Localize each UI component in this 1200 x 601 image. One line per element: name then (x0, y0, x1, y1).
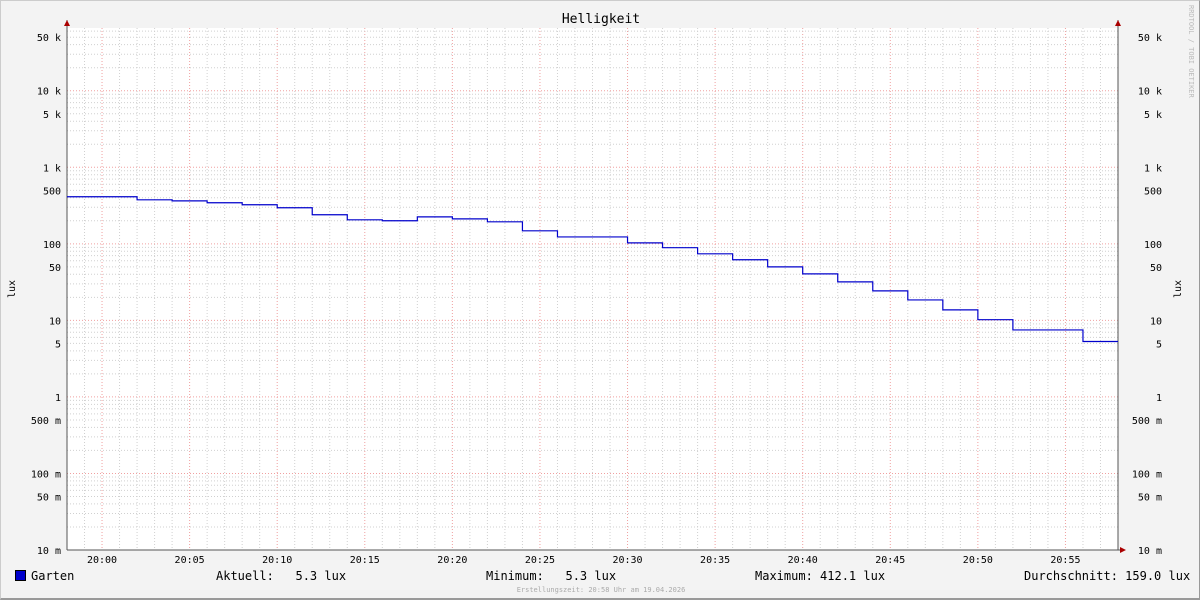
y-tick-label-left: 10 m (37, 546, 61, 557)
y-tick-label-left: 500 (43, 186, 61, 197)
legend-current: Aktuell: 5.3 lux (216, 569, 347, 583)
legend-series-name: Garten (31, 569, 75, 583)
x-tick-label: 20:05 (175, 555, 205, 566)
y-tick-label-left: 5 k (43, 110, 61, 121)
y-tick-label-left: 50 (49, 263, 61, 274)
x-tick-label: 20:10 (262, 555, 292, 566)
series-swatch (15, 570, 26, 581)
y-tick-label-right: 10 (1150, 316, 1162, 327)
footer-timestamp: Erstellungszeit: 20:58 Uhr am 19.04.2026 (516, 586, 686, 594)
x-tick-label: 20:35 (700, 555, 730, 566)
legend-minimum: Minimum: 5.3 lux (486, 569, 617, 583)
y-tick-label-right: 500 m (1132, 416, 1162, 427)
y-tick-label-left: 100 m (31, 469, 61, 480)
y-tick-label-left: 1 (55, 393, 61, 404)
y-tick-label-right: 100 m (1132, 469, 1162, 480)
y-tick-label-left: 10 k (37, 87, 61, 98)
y-tick-label-right: 5 k (1144, 110, 1162, 121)
chart-title: Helligkeit (561, 12, 641, 27)
y-tick-label-left: 50 k (37, 33, 61, 44)
x-tick-label: 20:55 (1050, 555, 1080, 566)
y-tick-label-right: 50 m (1138, 492, 1162, 503)
x-tick-label: 20:30 (612, 555, 642, 566)
y-tick-label-right: 10 m (1138, 546, 1162, 557)
x-tick-label: 20:40 (788, 555, 818, 566)
x-axis-arrow-icon (1120, 547, 1126, 553)
legend-average: Durchschnitt: 159.0 lux (1024, 569, 1191, 583)
y-tick-label-left: 100 (43, 240, 61, 251)
series-line-garten (67, 196, 1118, 343)
y-tick-label-right: 50 k (1138, 33, 1162, 44)
y-tick-label-left: 5 (55, 339, 61, 350)
y-tick-label-right: 1 (1156, 393, 1162, 404)
y-axis-label-left: lux (7, 280, 18, 298)
y-tick-label-right: 5 (1156, 339, 1162, 350)
legend-maximum: Maximum: 412.1 lux (755, 569, 886, 583)
y-tick-label-left: 500 m (31, 416, 61, 427)
x-tick-label: 20:25 (525, 555, 555, 566)
y-axis-label-right: lux (1173, 280, 1184, 298)
legend-series: Garten (15, 569, 74, 583)
y-tick-label-right: 1 k (1144, 163, 1162, 174)
y-tick-label-left: 1 k (43, 163, 61, 174)
y-tick-label-right: 10 k (1138, 87, 1162, 98)
y-tick-label-left: 10 (49, 316, 61, 327)
y-axis-arrow-icon (64, 20, 70, 26)
watermark: RRDTOOL / TOBI OETIKER (1187, 5, 1195, 98)
y-tick-label-left: 50 m (37, 492, 61, 503)
x-tick-label: 20:45 (875, 555, 905, 566)
x-tick-label: 20:50 (963, 555, 993, 566)
y-axis-right-arrow-icon (1115, 20, 1121, 26)
x-tick-label: 20:15 (350, 555, 380, 566)
y-tick-label-right: 100 (1144, 240, 1162, 251)
x-tick-label: 20:20 (437, 555, 467, 566)
y-tick-label-right: 50 (1150, 263, 1162, 274)
y-tick-label-right: 500 (1144, 186, 1162, 197)
x-tick-label: 20:00 (87, 555, 117, 566)
